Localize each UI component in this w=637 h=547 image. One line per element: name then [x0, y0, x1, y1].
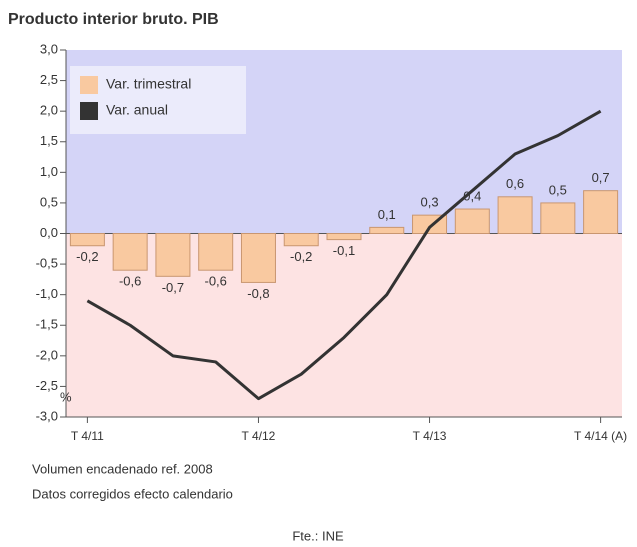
- negative-area: [66, 233, 622, 417]
- y-tick-label: 1,5: [40, 133, 58, 148]
- y-tick-label: -1,5: [36, 317, 58, 332]
- legend-swatch: [80, 102, 98, 120]
- data-label: -0,2: [290, 249, 312, 264]
- bar: [369, 226, 405, 234]
- bar: [454, 208, 490, 235]
- bar: [155, 233, 191, 277]
- source: Fte.: INE: [292, 528, 344, 543]
- bar: [112, 233, 148, 271]
- y-tick-label: -3,0: [36, 408, 58, 423]
- data-label: 0,1: [378, 207, 396, 222]
- legend-swatch: [80, 76, 98, 94]
- data-label: 0,3: [420, 195, 438, 210]
- data-label: 0,7: [592, 170, 610, 185]
- data-label: -0,8: [247, 286, 269, 301]
- note: Volumen encadenado ref. 2008: [32, 461, 213, 476]
- data-label: -0,2: [76, 249, 98, 264]
- data-label: -0,6: [204, 274, 226, 289]
- y-tick-label: 2,5: [40, 72, 58, 87]
- legend-box: [70, 66, 246, 134]
- y-tick-label: 0,5: [40, 194, 58, 209]
- legend-label: Var. trimestral: [106, 76, 191, 92]
- y-tick-label: 1,0: [40, 164, 58, 179]
- data-label: -0,7: [162, 280, 184, 295]
- bar: [583, 190, 619, 234]
- line: [86, 109, 602, 401]
- y-tick-label: -0,5: [36, 256, 58, 271]
- chart-title: Producto interior bruto. PIB: [8, 11, 219, 28]
- x-tick-label: T 4/11: [71, 429, 104, 443]
- y-tick-label: -2,0: [36, 347, 58, 362]
- bar: [283, 233, 319, 247]
- data-label: 0,4: [463, 188, 481, 203]
- data-label: 0,6: [506, 176, 524, 191]
- bar: [240, 233, 276, 283]
- data-label: 0,5: [549, 182, 567, 197]
- x-tick-label: T 4/14 (A): [574, 429, 627, 443]
- legend-label: Var. anual: [106, 102, 168, 118]
- note: Datos corregidos efecto calendario: [32, 486, 233, 501]
- bar: [198, 233, 234, 271]
- bar: [69, 233, 105, 247]
- y-tick-label: -1,0: [36, 286, 58, 301]
- y-axis-label: %: [60, 389, 72, 404]
- bar: [497, 196, 533, 235]
- data-label: -0,1: [333, 243, 355, 258]
- y-tick-label: 3,0: [40, 41, 58, 56]
- bar: [540, 202, 576, 235]
- data-label: -0,6: [119, 274, 141, 289]
- y-tick-label: -2,5: [36, 378, 58, 393]
- x-tick-label: T 4/12: [242, 429, 276, 443]
- y-tick-label: 0,0: [40, 225, 58, 240]
- bar: [326, 233, 362, 241]
- y-tick-label: 2,0: [40, 103, 58, 118]
- x-tick-label: T 4/13: [413, 429, 447, 443]
